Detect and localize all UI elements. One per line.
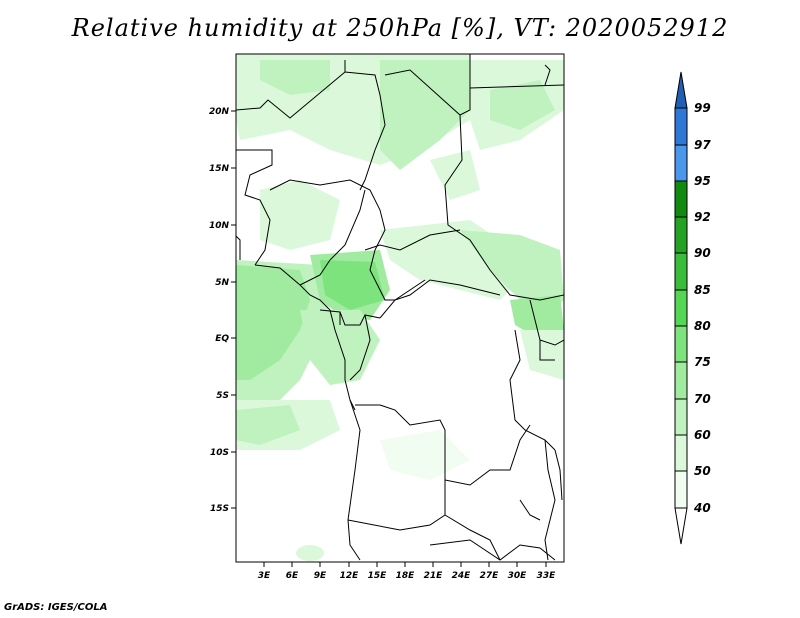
lat-label: 5S <box>216 391 229 401</box>
lon-label: 27E <box>480 571 500 581</box>
colorbar-segment <box>674 216 688 254</box>
colorbar-segment <box>674 144 688 182</box>
colorbar-bottom-arrow <box>674 507 688 545</box>
map-title: Relative humidity at 250hPa [%], VT: 202… <box>71 14 729 42</box>
map-frame <box>235 53 565 563</box>
colorbar-label: 85 <box>694 283 711 297</box>
lat-label: 10S <box>210 448 229 458</box>
colorbar-label: 40 <box>693 501 711 515</box>
lon-label: 6E <box>286 571 299 581</box>
lon-label: 33E <box>537 571 557 581</box>
colorbar-segment <box>674 289 688 327</box>
colorbar-label: 75 <box>694 355 711 369</box>
lon-ticks <box>263 562 547 567</box>
colorbar-segment <box>674 434 688 472</box>
lat-ticks <box>231 110 236 509</box>
lat-label: 5N <box>215 278 229 288</box>
colorbar-segment <box>674 180 688 218</box>
colorbar-segment <box>674 470 688 509</box>
colorbar-segment <box>674 398 688 436</box>
lon-label: 21E <box>424 571 444 581</box>
lon-label: 9E <box>314 571 327 581</box>
lon-label: 30E <box>508 571 528 581</box>
country-borders <box>236 54 564 561</box>
colorbar-label: 60 <box>694 428 711 442</box>
lat-label: EQ <box>215 334 229 344</box>
lat-label: 15S <box>210 504 229 514</box>
colorbar-segment <box>674 325 688 363</box>
humidity-shading <box>236 54 564 561</box>
colorbar-label: 99 <box>694 101 711 115</box>
colorbar-label: 92 <box>694 210 711 224</box>
colorbar-label: 80 <box>694 319 711 333</box>
colorbar-label: 95 <box>694 174 711 188</box>
grads-credit: GrADS: IGES/COLA <box>4 602 108 613</box>
colorbar-segment <box>674 361 688 400</box>
lon-label: 24E <box>452 571 472 581</box>
lon-label: 12E <box>340 571 360 581</box>
colorbar-segment <box>674 107 688 146</box>
colorbar-segment <box>674 252 688 291</box>
colorbar-label: 97 <box>694 138 711 152</box>
lat-label: 15N <box>209 164 230 174</box>
colorbar <box>674 71 688 545</box>
lat-label: 10N <box>209 221 230 231</box>
lon-label: 18E <box>396 571 416 581</box>
lon-label: 3E <box>258 571 271 581</box>
lon-label: 15E <box>368 571 388 581</box>
lat-label: 20N <box>209 107 230 117</box>
colorbar-label: 70 <box>694 392 711 406</box>
colorbar-label: 90 <box>694 246 711 260</box>
colorbar-label: 50 <box>694 464 711 478</box>
colorbar-top-arrow <box>674 71 688 109</box>
